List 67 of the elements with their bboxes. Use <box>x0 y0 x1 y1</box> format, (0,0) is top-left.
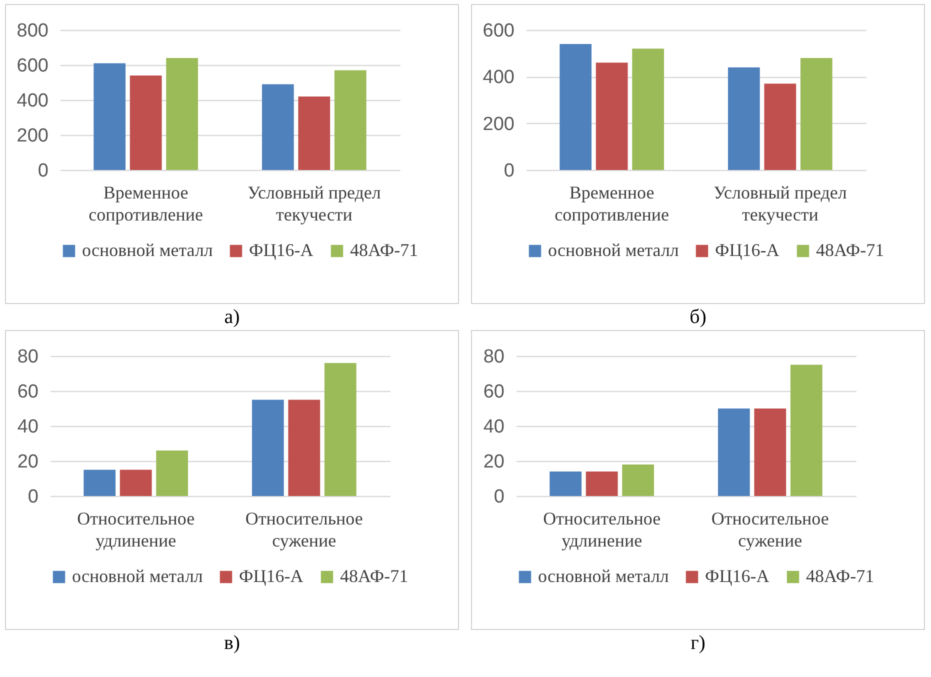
y-tick-label: 0 <box>494 486 504 508</box>
x-tick-label: Относительное удлинение <box>543 508 661 550</box>
bar <box>622 464 654 496</box>
y-tick-label: 80 <box>483 346 504 368</box>
y-tick-label: 200 <box>482 114 514 135</box>
legend-label: ФЦ16-А <box>715 240 780 260</box>
bar <box>120 470 152 496</box>
bar <box>754 408 786 496</box>
bar <box>632 48 664 170</box>
bar <box>84 470 116 496</box>
y-tick-label: 400 <box>482 67 514 88</box>
y-tick-label: 0 <box>504 160 514 182</box>
bar <box>324 363 356 496</box>
y-tick-label: 600 <box>482 20 514 42</box>
bar <box>262 84 294 170</box>
legend-label: основной металл <box>72 566 203 586</box>
y-tick-label: 60 <box>483 382 504 402</box>
y-tick-label: 600 <box>16 56 48 76</box>
text: б) <box>690 305 706 330</box>
y-tick-label: 0 <box>38 160 48 182</box>
legend-label: ФЦ16-А <box>705 566 770 586</box>
text: в) <box>224 631 240 656</box>
bar <box>718 408 750 496</box>
bar <box>252 400 284 496</box>
y-tick-label: 0 <box>28 486 38 508</box>
legend-label: 48АФ-71 <box>340 566 408 586</box>
y-tick-label: 60 <box>17 382 38 402</box>
bar <box>166 58 198 170</box>
legend-label: основной металл <box>538 566 669 586</box>
x-tick-label: Относительное сужение <box>711 508 829 550</box>
bar <box>288 400 320 496</box>
bar <box>130 76 162 170</box>
x-tick-label: Относительное сужение <box>245 508 363 550</box>
x-tick-label: Относительное удлинение <box>77 508 195 550</box>
y-tick-label: 40 <box>483 416 504 438</box>
x-tick-label: Временное сопротивление <box>88 182 204 224</box>
y-tick-label: 800 <box>16 20 48 42</box>
y-tick-label: 40 <box>17 416 38 438</box>
bar <box>560 44 592 170</box>
x-tick-label: Условный предел текучести <box>713 182 847 224</box>
x-tick-label: Временное сопротивление <box>554 182 670 224</box>
legend-label: ФЦ16-А <box>239 566 304 586</box>
legend-label: 48АФ-71 <box>350 240 418 260</box>
legend-label: 48АФ-71 <box>816 240 884 260</box>
bar <box>764 84 796 170</box>
legend-label: 48АФ-71 <box>806 566 874 586</box>
bar <box>334 70 366 170</box>
bar <box>728 67 760 170</box>
bar <box>94 63 126 170</box>
text: а) <box>224 305 240 330</box>
text: г) <box>690 631 706 656</box>
y-tick-label: 400 <box>16 90 48 112</box>
legend-label: основной металл <box>548 240 679 260</box>
legend-label: основной металл <box>82 240 213 260</box>
bar <box>298 96 330 170</box>
bar <box>550 472 582 496</box>
bar <box>790 364 822 496</box>
y-tick-label: 20 <box>483 452 504 472</box>
y-tick-label: 20 <box>17 452 38 472</box>
bar <box>586 472 618 496</box>
legend-label: ФЦ16-А <box>249 240 314 260</box>
y-tick-label: 80 <box>17 346 38 368</box>
bar <box>800 58 832 170</box>
y-tick-label: 200 <box>16 126 48 146</box>
x-tick-label: Условный предел текучести <box>247 182 381 224</box>
bar <box>596 62 628 170</box>
bar <box>156 450 188 496</box>
